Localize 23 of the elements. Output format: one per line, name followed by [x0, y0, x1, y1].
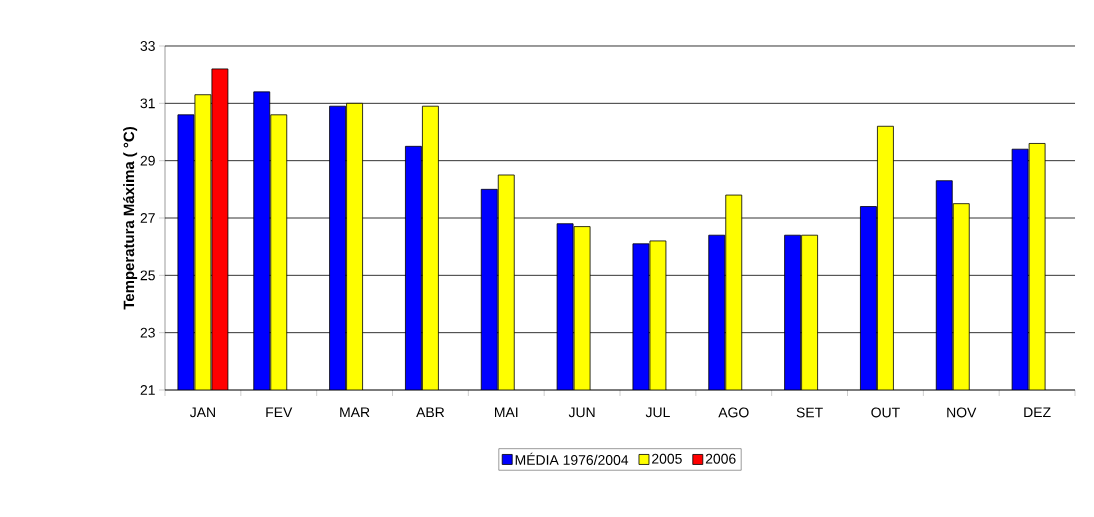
- y-tick-label: 29: [140, 155, 155, 166]
- x-tick-label: FEV: [266, 407, 293, 418]
- x-tick-label: MAI: [495, 407, 518, 418]
- x-tick-label: ABR: [416, 407, 445, 418]
- x-tick-label: SET: [796, 407, 823, 418]
- x-tick-label: DEZ: [1024, 407, 1051, 418]
- x-tick-label: AGO: [718, 407, 749, 418]
- legend-label: MÉDIA 1976/2004: [515, 452, 629, 465]
- y-tick-label: 21: [140, 385, 155, 395]
- x-tick-label: MAR: [340, 407, 370, 418]
- x-tick-label: NOV: [947, 407, 977, 418]
- y-tick-label: 31: [140, 98, 155, 109]
- y-tick-label: 23: [140, 327, 155, 338]
- y-tick-label: 27: [140, 213, 155, 223]
- legend-label: 2006: [705, 453, 736, 464]
- x-tick-label: JUN: [568, 407, 595, 418]
- y-axis-title: Temperatura Máxima ( °C): [123, 127, 138, 310]
- x-tick-label: OUT: [871, 407, 900, 418]
- x-tick-label: JUL: [645, 407, 670, 418]
- y-tick-label: 33: [140, 41, 155, 51]
- y-tick-label: 25: [140, 270, 155, 281]
- legend-label: 2005: [652, 453, 682, 464]
- x-tick-label: JAN: [189, 407, 215, 418]
